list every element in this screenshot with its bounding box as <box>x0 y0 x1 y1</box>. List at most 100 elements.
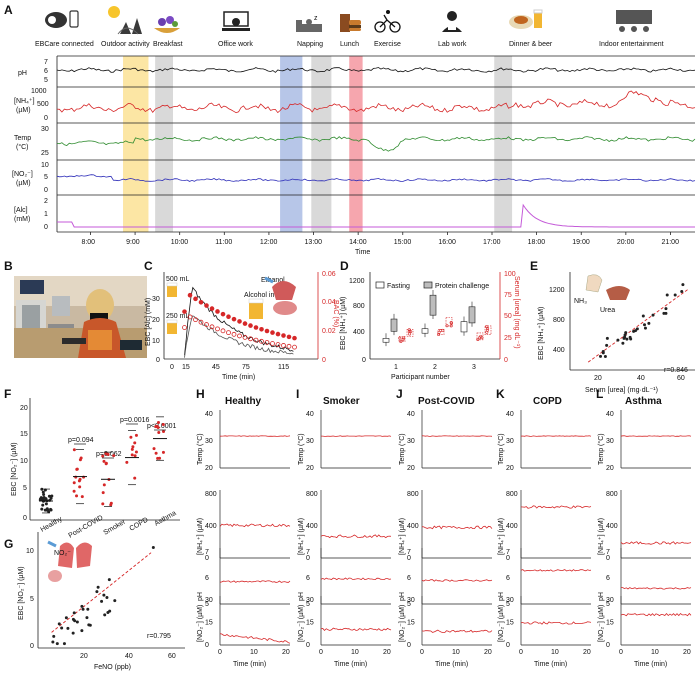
scatter-point <box>623 333 627 337</box>
tick-label: 15 <box>407 620 415 627</box>
activity-bands <box>123 56 513 232</box>
activity-label: Lunch <box>340 41 359 48</box>
tick-label: 40 <box>606 411 614 418</box>
small-trace <box>219 633 291 644</box>
bac-point <box>237 319 242 324</box>
scatter-point <box>60 626 64 630</box>
panel-f-axes <box>29 398 180 521</box>
beer-glass-icon <box>166 319 178 334</box>
ebcare-icon <box>45 10 79 28</box>
tick-label: 0 <box>506 555 510 562</box>
tick-label: 2 <box>433 364 437 371</box>
scatter-point <box>162 429 166 433</box>
tick-label: 5 <box>30 596 34 603</box>
tick-label: 0 <box>619 649 623 656</box>
tick-label: 0 <box>362 357 366 364</box>
small-trace <box>219 523 291 528</box>
scatter-point <box>605 336 609 340</box>
bac-point <box>264 328 270 334</box>
trace-line <box>56 136 696 152</box>
activity-icons: z <box>45 6 652 35</box>
scatter-point <box>86 607 90 611</box>
tick-label: 7 <box>205 549 209 556</box>
tick-label: 40 <box>506 411 514 418</box>
tick-label: 800 <box>407 491 419 498</box>
scatter-point <box>80 629 84 633</box>
bac-point-open <box>220 328 226 334</box>
tick-label: 0 <box>170 364 174 371</box>
scatter-point <box>107 578 111 582</box>
trace-line <box>56 67 696 73</box>
tick-label: 0 <box>606 555 610 562</box>
row-tick-labels: 7 6 5 1000 500 0 30 25 10 5 0 2 1 0 <box>31 59 49 231</box>
tick-label: 800 <box>506 491 518 498</box>
panel-label-k: K <box>496 387 505 401</box>
scatter-point <box>643 323 647 327</box>
tick-label: 30 <box>407 597 415 604</box>
small-trace <box>520 435 592 437</box>
row-label-no2-unit: (µM) <box>16 180 31 187</box>
scatter-point <box>102 483 106 487</box>
tick-label: 5 <box>306 601 310 608</box>
tick-label: 1200 <box>349 278 365 285</box>
scatter-point <box>57 622 61 626</box>
panel-c-traces <box>182 286 297 358</box>
scatter-point <box>681 283 685 287</box>
small-trace <box>421 579 493 582</box>
tick-label: 15 <box>606 620 614 627</box>
small-trace <box>321 435 392 437</box>
tick-label: 5 <box>23 485 27 492</box>
scatter-point <box>71 631 75 635</box>
tick-label: 800 <box>606 491 618 498</box>
bac-point <box>231 316 237 322</box>
tick-label: 75 <box>504 292 512 299</box>
lung-icon <box>47 540 92 582</box>
small-trace <box>620 612 692 617</box>
group-label: Asthma <box>154 510 178 528</box>
tick-label: 20 <box>583 649 591 656</box>
scatter-point <box>109 501 113 505</box>
row-label: Temp (°C) <box>398 433 406 465</box>
box <box>390 318 398 332</box>
row-label: Temp (°C) <box>196 433 204 465</box>
scatter-point <box>85 616 89 620</box>
panel-e-scatter <box>587 283 689 363</box>
tick-label: 10 <box>152 338 160 345</box>
panel-label-l: L <box>596 387 603 401</box>
tick-label: 400 <box>306 523 318 530</box>
row-label-nh4-unit: (µM) <box>16 107 31 114</box>
bac-point-open <box>231 331 237 337</box>
scatter-point <box>673 293 677 297</box>
scatter-point <box>151 545 155 549</box>
bac-point <box>253 325 259 330</box>
annotation: Alcohol intake <box>244 292 288 299</box>
scatter-point <box>647 321 651 325</box>
small-trace <box>620 435 692 437</box>
point-red <box>408 332 412 336</box>
scatter-point <box>641 314 645 318</box>
tick-label: 0 <box>205 642 209 649</box>
scatter-point <box>95 590 99 594</box>
point-red <box>437 332 441 336</box>
bac-point <box>270 330 275 335</box>
scatter-point <box>64 616 68 620</box>
panel-e-axes <box>569 272 695 371</box>
row-label: [NO₂⁻] (µM) <box>498 605 505 642</box>
bac-point-open <box>193 317 198 323</box>
scatter-point <box>47 494 51 498</box>
tick-label: 800 <box>306 491 318 498</box>
lab-work-icon <box>442 11 462 32</box>
tick-label: 1 <box>44 211 48 218</box>
row-label: [NO₂⁻] (µM) <box>399 605 406 642</box>
box <box>421 328 429 334</box>
panel-c-axes <box>163 272 319 360</box>
scatter-point <box>104 461 108 465</box>
tick-label: 0 <box>306 642 310 649</box>
row-label: [NH₄⁺] (µM) <box>598 518 605 555</box>
row-label: pH <box>598 592 605 601</box>
tick-label: 5 <box>407 601 411 608</box>
scatter-point <box>106 610 110 614</box>
tick-label: 20 <box>20 405 28 412</box>
tick-label: 20 <box>484 649 492 656</box>
